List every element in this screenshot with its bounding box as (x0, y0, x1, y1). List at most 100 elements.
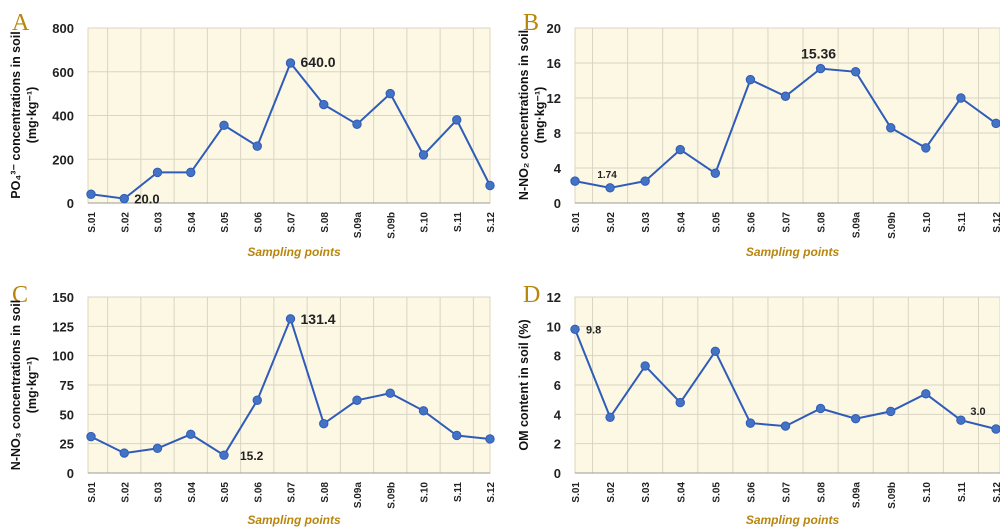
x-tick-label: S.05 (711, 482, 722, 503)
x-axis-label: Sampling points (247, 513, 341, 527)
data-point (86, 189, 96, 199)
data-point (418, 406, 429, 416)
y-tick-label: 10 (547, 319, 561, 334)
data-point (850, 67, 861, 77)
data-point (485, 434, 495, 444)
data-point (640, 176, 650, 186)
y-tick-label: 8 (554, 126, 561, 141)
x-tick-label: S.12 (486, 482, 497, 503)
chart-panel-b: B 0 4 8 12 16 20 S.01 S.02 S.03 S.04 S.05 S.06 S.07 S.… (517, 10, 1000, 259)
x-tick-label: S.04 (676, 212, 687, 233)
y-axis-label-line2: (mg·kg⁻¹) (533, 87, 547, 144)
data-label: 20.0 (134, 192, 159, 207)
data-point (675, 144, 685, 155)
data-label: 1.74 (597, 170, 617, 181)
y-tick-label: 6 (554, 378, 561, 393)
data-point (921, 389, 931, 399)
y-axis-label: N-NO₃ concentrations in soil (mg·kg⁻¹) (9, 300, 39, 470)
data-point (710, 346, 721, 356)
data-point (570, 176, 580, 186)
x-tick-label: S.06 (253, 212, 264, 233)
y-tick-label: 75 (60, 378, 74, 393)
data-point (710, 168, 721, 178)
y-tick-label: 0 (554, 466, 561, 481)
x-tick-label: S.06 (746, 482, 757, 503)
x-tick-label: S.10 (922, 482, 933, 503)
x-tick-label: S.02 (120, 482, 131, 503)
data-label: 3.0 (970, 406, 985, 418)
data-point (745, 418, 756, 428)
data-point (385, 88, 395, 99)
y-tick-label: 25 (60, 437, 74, 452)
data-point (780, 91, 791, 101)
data-label: 15.36 (801, 46, 836, 62)
y-tick-label: 20 (547, 21, 561, 36)
panel-letter: D (523, 282, 540, 308)
y-tick-label: 16 (547, 56, 561, 71)
data-point (352, 119, 362, 129)
x-tick-label: S.09b (887, 212, 898, 239)
chart-panel-c: C 0 25 50 75 100 125 150 S.01 S.02 S.03 S.04 S.05 S.0… (9, 282, 497, 527)
y-tick-label: 4 (554, 407, 562, 422)
y-tick-label: 0 (67, 196, 74, 211)
data-point (452, 430, 462, 441)
y-tick-label: 400 (52, 109, 74, 124)
data-point (921, 143, 931, 153)
y-tick-label: 125 (52, 319, 74, 334)
x-tick-label: S.05 (220, 212, 231, 233)
data-point (152, 167, 163, 178)
x-tick-label: S.08 (817, 482, 828, 503)
x-tick-label: S.03 (641, 482, 652, 503)
x-axis-label: Sampling points (746, 513, 840, 527)
x-tick-label: S.09a (353, 212, 364, 239)
x-tick-label: S.02 (120, 212, 131, 233)
data-point (252, 395, 262, 405)
data-point (285, 58, 296, 68)
y-tick-label: 150 (52, 290, 74, 305)
data-point (605, 412, 615, 422)
y-axis-label: OM content in soil (%) (517, 319, 531, 450)
y-axis-label-line2: (mg·kg⁻¹) (25, 357, 39, 414)
x-tick-label: S.06 (253, 482, 264, 503)
x-axis-label: Sampling points (247, 245, 341, 259)
y-tick-label: 100 (52, 349, 74, 364)
x-tick-label: S.04 (187, 212, 198, 233)
x-tick-label: S.03 (641, 212, 652, 233)
data-point (991, 118, 1000, 129)
data-label: 9.8 (586, 324, 601, 336)
x-tick-label: S.03 (154, 212, 165, 233)
x-tick-label: S.04 (187, 482, 198, 503)
y-tick-label: 200 (52, 152, 74, 167)
data-point (119, 448, 129, 458)
x-tick-label: S.12 (486, 212, 497, 233)
x-tick-label: S.02 (606, 212, 617, 233)
chart-panel-d: D 0 2 4 6 8 10 12 S.01 S.02 S.03 S.04 S.05 S.06 S.07 S.… (517, 282, 1000, 527)
data-point (352, 395, 362, 405)
panel-letter: C (12, 282, 28, 308)
data-point (285, 314, 296, 324)
data-point (605, 183, 615, 193)
y-axis-label: N-NO₂ concentrations in soil (mg·kg⁻¹) (517, 30, 547, 200)
x-tick-label: S.12 (992, 482, 1000, 503)
x-tick-label: S.01 (571, 212, 582, 233)
x-tick-label: S.01 (571, 482, 582, 503)
data-point (319, 99, 329, 110)
x-tick-label: S.05 (220, 482, 231, 503)
data-point (815, 63, 826, 74)
data-point (452, 115, 462, 125)
y-tick-label: 4 (554, 161, 562, 176)
data-point (991, 424, 1000, 434)
x-tick-label: S.01 (87, 212, 98, 233)
data-point (956, 93, 966, 103)
x-tick-label: S.03 (154, 482, 165, 503)
x-tick-label: S.09b (887, 482, 898, 509)
data-point (119, 193, 129, 204)
x-tick-label: S.09a (353, 482, 364, 509)
y-axis-label-line2: (mg·kg⁻¹) (25, 87, 39, 144)
y-axis-label-line1: OM content in soil (%) (517, 319, 531, 450)
data-label: 15.2 (240, 449, 264, 463)
data-point (886, 406, 896, 417)
data-point (850, 414, 861, 424)
y-axis-label-line1: N-NO₂ concentrations in soil (517, 30, 531, 200)
data-point (640, 361, 650, 371)
